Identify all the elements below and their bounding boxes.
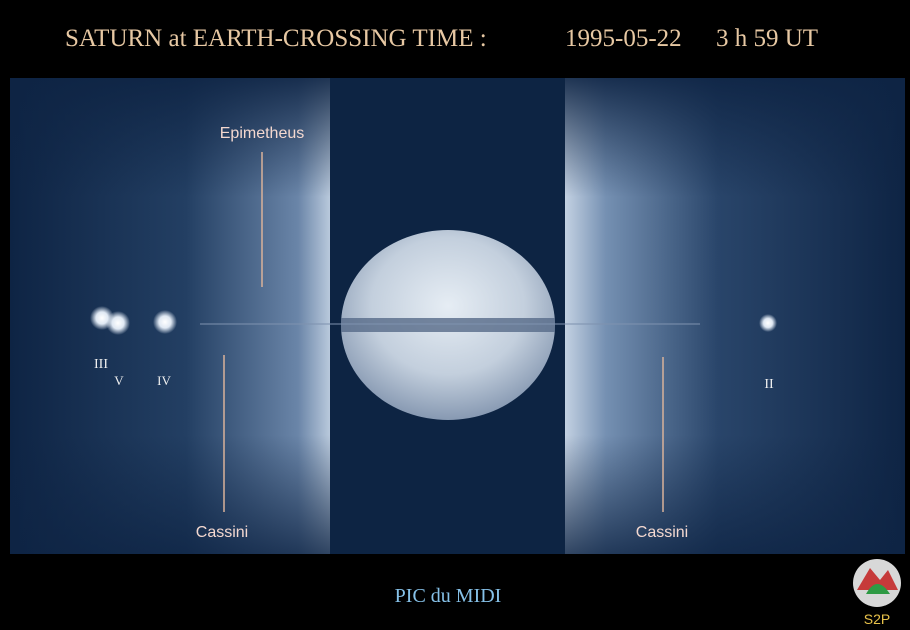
moon-label: IV [157, 373, 171, 388]
moon [759, 314, 777, 332]
moon-label: V [114, 373, 124, 388]
label: Cassini [636, 524, 688, 541]
label: Epimetheus [220, 125, 305, 142]
logo-text: S2P [864, 611, 890, 627]
footer-location: PIC du MIDI [395, 585, 502, 607]
moon-label: III [94, 357, 108, 372]
moon [106, 311, 130, 335]
time: 3 h 59 UT [716, 25, 818, 52]
label: Cassini [196, 524, 248, 541]
moon [153, 310, 177, 334]
title: SATURN at EARTH-CROSSING TIME : [65, 25, 487, 52]
date: 1995-05-22 [565, 25, 682, 52]
moon-label: II [764, 377, 774, 392]
screenshot: SATURN at EARTH-CROSSING TIME : 1995-05-… [0, 0, 910, 630]
